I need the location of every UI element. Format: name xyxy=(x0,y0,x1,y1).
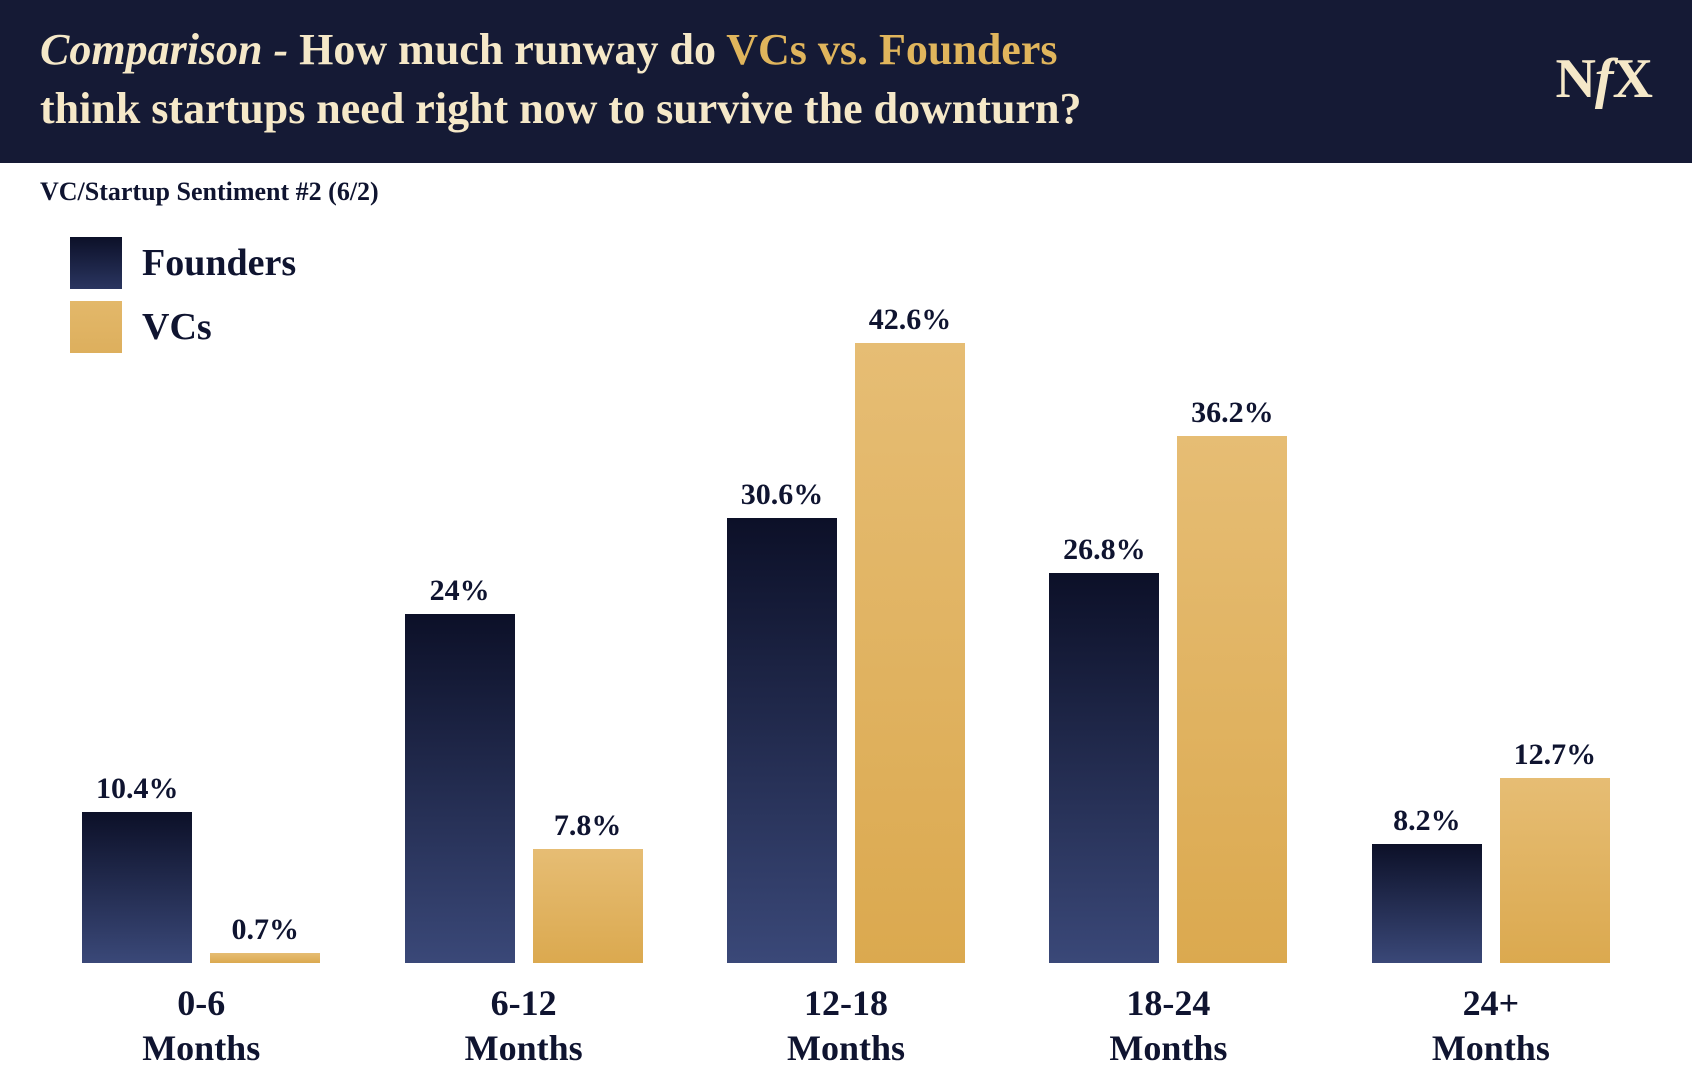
title-line2: think startups need right now to survive… xyxy=(40,79,1081,138)
chart-title: Comparison - How much runway do VCs vs. … xyxy=(40,20,1081,139)
bar-group: 30.6% 42.6% 12-18 Months xyxy=(685,303,1007,1071)
bar-value-label: 0.7% xyxy=(231,913,299,947)
category-label: 6-12 Months xyxy=(465,981,583,1071)
category-label: 24+ Months xyxy=(1432,981,1550,1071)
title-accent: VCs vs. Founders xyxy=(726,25,1057,74)
title-line1-before: How much runway do xyxy=(299,25,726,74)
bar-value-label: 42.6% xyxy=(869,303,952,337)
bar xyxy=(1177,436,1287,963)
bar-pair: 26.8% 36.2% xyxy=(1049,303,1287,963)
bar-wrap: 36.2% xyxy=(1177,396,1287,963)
bar xyxy=(210,953,320,963)
bar-wrap: 8.2% xyxy=(1372,804,1482,963)
bar-value-label: 24% xyxy=(430,574,490,608)
bar-value-label: 26.8% xyxy=(1063,533,1146,567)
bar-value-label: 12.7% xyxy=(1514,738,1597,772)
bar-pair: 30.6% 42.6% xyxy=(727,303,965,963)
bar-group: 26.8% 36.2% 18-24 Months xyxy=(1007,303,1329,1071)
bar-value-label: 8.2% xyxy=(1393,804,1461,838)
bar-value-label: 30.6% xyxy=(741,478,824,512)
bar xyxy=(1049,573,1159,963)
bar-value-label: 10.4% xyxy=(96,772,179,806)
bar-wrap: 10.4% xyxy=(82,772,192,963)
bar xyxy=(1500,778,1610,963)
bar xyxy=(82,812,192,963)
category-label: 18-24 Months xyxy=(1109,981,1227,1071)
bar-pair: 10.4% 0.7% xyxy=(82,303,320,963)
bar xyxy=(1372,844,1482,963)
header-bar: Comparison - How much runway do VCs vs. … xyxy=(0,0,1692,163)
bar xyxy=(727,518,837,963)
category-label: 12-18 Months xyxy=(787,981,905,1071)
nfx-logo: NfX xyxy=(1555,47,1652,111)
bar-groups: 10.4% 0.7% 0-6 Months 24% 7.8% 6-12 Months 30.… xyxy=(40,240,1652,1071)
bar-value-label: 7.8% xyxy=(554,809,622,843)
bar xyxy=(533,849,643,963)
bar-group: 24% 7.8% 6-12 Months xyxy=(362,303,684,1071)
bar-wrap: 7.8% xyxy=(533,809,643,963)
bar-value-label: 36.2% xyxy=(1191,396,1274,430)
bar-wrap: 26.8% xyxy=(1049,533,1159,963)
bar-wrap: 42.6% xyxy=(855,303,965,963)
category-label: 0-6 Months xyxy=(142,981,260,1071)
chart-subtitle: VC/Startup Sentiment #2 (6/2) xyxy=(0,163,1692,207)
bar-wrap: 24% xyxy=(405,574,515,963)
bar-group: 8.2% 12.7% 24+ Months xyxy=(1330,303,1652,1071)
bar-pair: 8.2% 12.7% xyxy=(1372,303,1610,963)
chart-area: 10.4% 0.7% 0-6 Months 24% 7.8% 6-12 Months 30.… xyxy=(40,240,1652,1071)
bar-group: 10.4% 0.7% 0-6 Months xyxy=(40,303,362,1071)
bar-wrap: 30.6% xyxy=(727,478,837,963)
bar-wrap: 12.7% xyxy=(1500,738,1610,963)
bar xyxy=(405,614,515,963)
bar-wrap: 0.7% xyxy=(210,913,320,963)
bar xyxy=(855,343,965,963)
title-prefix: Comparison - xyxy=(40,25,299,74)
bar-pair: 24% 7.8% xyxy=(405,303,643,963)
